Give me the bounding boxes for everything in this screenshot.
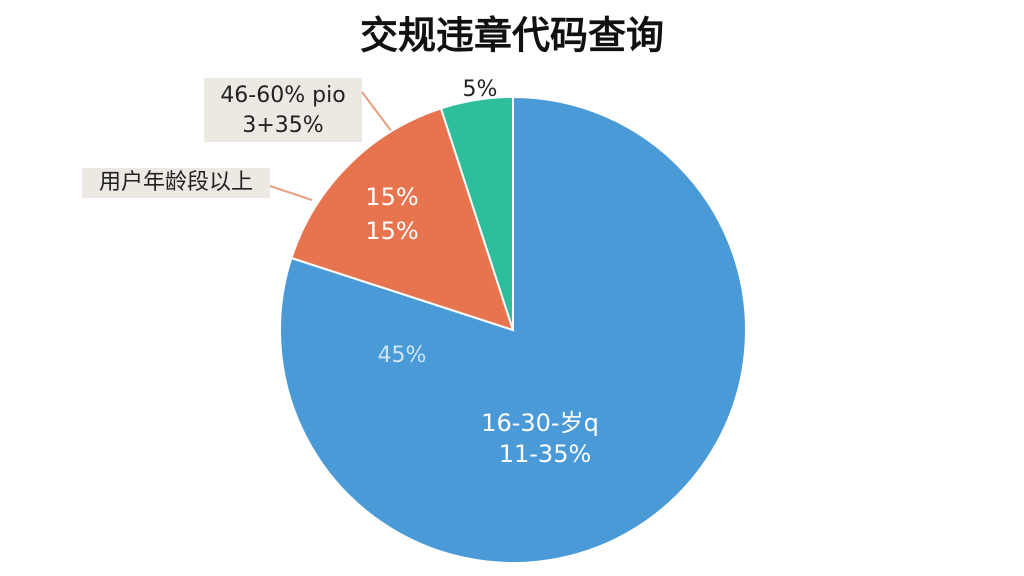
callout-box <box>82 168 270 198</box>
annotation: 5% <box>463 77 498 102</box>
leader-line <box>361 91 393 133</box>
pie-slice <box>290 107 515 332</box>
chart-title: 交规违章代码查询 <box>360 14 664 58</box>
callout-box <box>204 78 362 142</box>
labels: 46-60% pio 3+35% 用户年龄段以上 15% 15% 5% 45% 16-30-岁… <box>99 77 599 468</box>
annotation: 15% <box>365 183 418 211</box>
annotation: 11-35% <box>499 440 592 468</box>
annotation: 用户年龄段以上 <box>99 170 253 195</box>
annotation: 46-60% pio <box>220 83 345 108</box>
annotation: 15% <box>365 217 418 245</box>
pie-slice <box>439 95 514 331</box>
annotation: 16-30-岁q <box>481 409 599 437</box>
leader-line <box>269 185 313 201</box>
pie <box>279 95 747 564</box>
annotation: 3+35% <box>242 113 323 138</box>
annotation: 45% <box>378 343 427 368</box>
